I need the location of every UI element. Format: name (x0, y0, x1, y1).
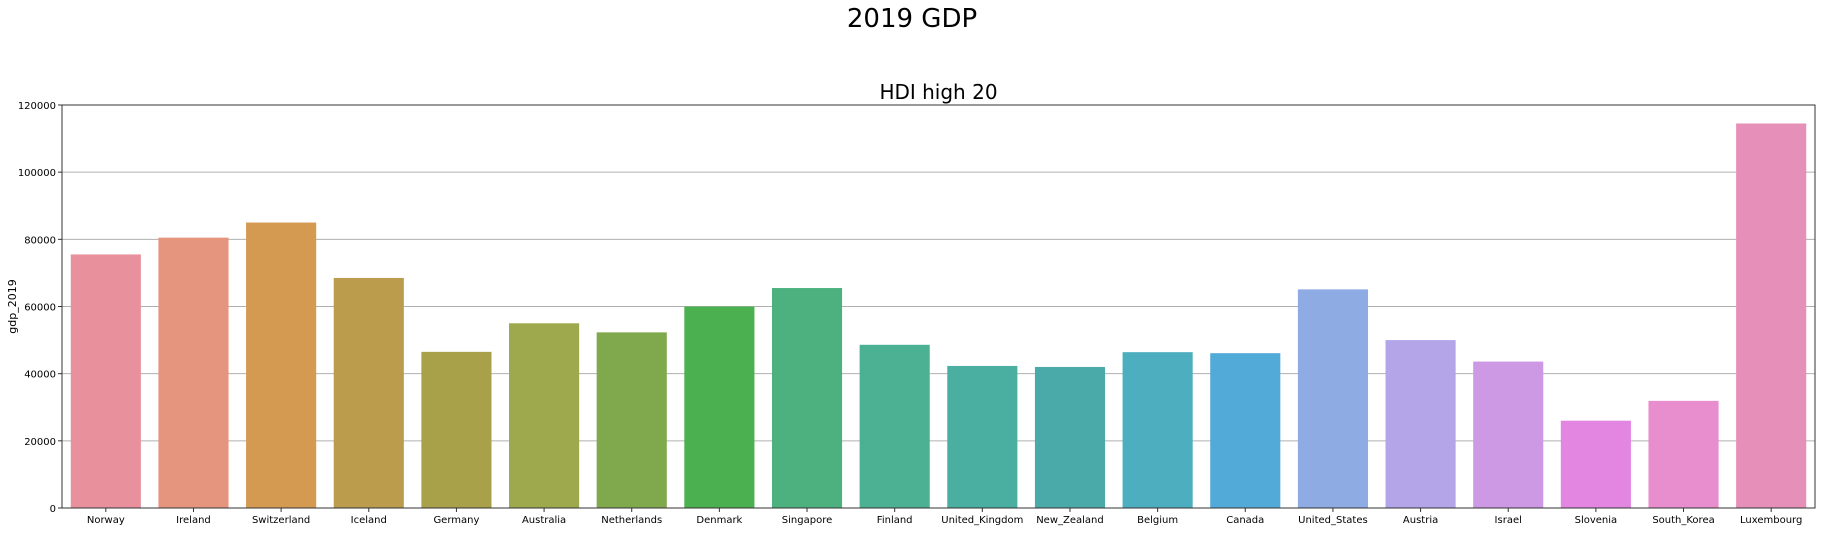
x-tick-label: Israel (1495, 515, 1522, 526)
bar-iceland (333, 277, 404, 508)
y-tick-label: 40000 (24, 370, 56, 381)
x-tick-label: Belgium (1137, 515, 1178, 526)
bar-canada (1210, 353, 1281, 508)
x-axis: Norway Ireland Switzerland Iceland Germany Au… (87, 508, 1802, 526)
bar-finland (859, 344, 930, 508)
bar-germany (421, 351, 492, 508)
bar-singapore (771, 288, 843, 508)
bar-ireland (158, 237, 229, 508)
x-tick-label: Canada (1226, 515, 1264, 526)
bar-belgium (1122, 352, 1193, 508)
bar-israel (1473, 361, 1544, 508)
bar-netherlands (596, 332, 667, 508)
gridlines (62, 104, 1815, 509)
bar-slovenia (1560, 420, 1631, 508)
y-tick-label: 0 (50, 504, 56, 515)
bar-united-kingdom (947, 365, 1018, 508)
y-axis-label: gdp_2019 (6, 279, 19, 333)
bar-united-states (1297, 289, 1368, 508)
x-tick-label: Austria (1403, 515, 1438, 526)
x-tick-label: Switzerland (252, 515, 310, 526)
x-tick-label: Slovenia (1575, 515, 1618, 526)
x-tick-label: New_Zealand (1036, 515, 1104, 526)
y-tick-label: 100000 (18, 168, 56, 179)
x-tick-label: United_Kingdom (941, 515, 1023, 526)
x-tick-label: Netherlands (601, 515, 662, 526)
bar-new-zealand (1034, 366, 1106, 508)
figure-title: 2019 GDP (846, 4, 978, 34)
x-tick-label: Germany (433, 515, 479, 526)
x-tick-label: Ireland (176, 515, 211, 526)
bar-norway (70, 254, 141, 508)
bar-south-korea (1648, 400, 1719, 508)
bar-luxembourg (1736, 123, 1807, 509)
bar-denmark (684, 306, 755, 508)
x-tick-label: Luxembourg (1740, 515, 1802, 526)
y-tick-label: 60000 (24, 303, 56, 314)
y-tick-label: 120000 (18, 101, 56, 112)
bar-switzerland (246, 222, 317, 508)
x-tick-label: Iceland (351, 515, 387, 526)
y-axis: 0 20000 40000 60000 80000 100000 120000 (18, 101, 62, 515)
x-tick-label: South_Korea (1652, 515, 1714, 526)
bars (70, 123, 1807, 509)
y-tick-label: 80000 (24, 235, 56, 246)
x-tick-label: Norway (87, 515, 125, 526)
x-tick-label: Denmark (696, 515, 742, 526)
bar-austria (1385, 340, 1456, 508)
chart-title: HDI high 20 (879, 80, 997, 104)
bar-australia (509, 323, 580, 508)
y-tick-label: 20000 (24, 437, 56, 448)
x-tick-label: Singapore (782, 515, 832, 526)
x-tick-label: Australia (522, 515, 566, 526)
x-tick-label: Finland (877, 515, 913, 526)
x-tick-label: United_States (1298, 515, 1368, 526)
